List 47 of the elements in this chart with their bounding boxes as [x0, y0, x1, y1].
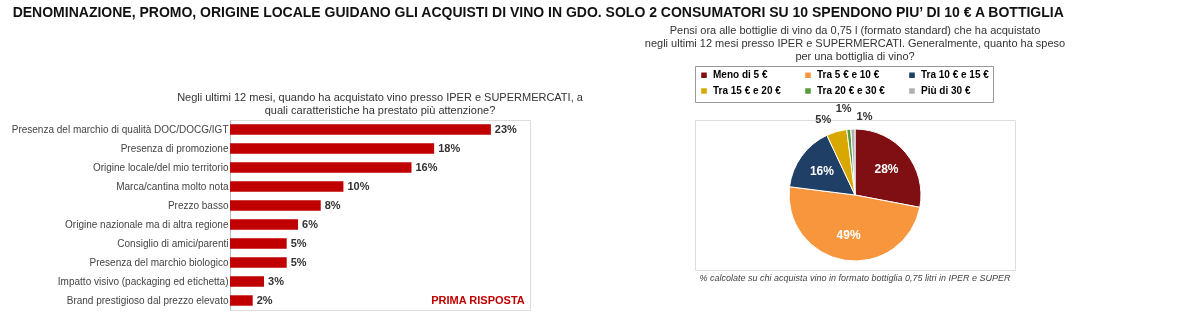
legend-label: Meno di 5 €	[713, 69, 768, 81]
legend-label: Più di 30 €	[921, 85, 971, 96]
legend-label: Tra 10 € e 15 €	[921, 69, 990, 81]
legend-label: Tra 5 € e 10 €	[817, 69, 880, 81]
y-tick-label: Origine nazionale ma di altra regione	[65, 218, 229, 230]
text: DENOMINAZIONE, PROMO, ORIGINE LOCALE GUIDANO GLI ACQUISTI DI VINO IN GDO. SOLO 2 CONSUMATORI SU 10 SPENDONO PIU’ DI 10 € A BOTTIGLIA	[12, 4, 1064, 20]
bar	[230, 200, 321, 211]
data-label: 23%	[494, 122, 518, 135]
data-label: 49%	[836, 228, 861, 243]
y-tick-label: Consiglio di amici/parenti	[117, 237, 229, 249]
chart-subtitle: Negli ultimi 12 mesi, quando ha acquistato vino presso IPER e SUPERMERCATI, a quali caratteristiche ha prestato più attenzione?	[177, 91, 584, 116]
y-tick-label: Prezzo basso	[167, 199, 229, 211]
bar	[230, 238, 287, 249]
data-label: 16%	[415, 160, 438, 173]
bar	[230, 257, 287, 268]
data-label: 1%	[835, 102, 852, 115]
chart-subtitle: Pensi ora alle bottiglie di vino da 0,75 l (formato standard) che ha acquistato negli ultimi 12 mesi presso IPER e SUPERMERCATI. Generalmente, quanto ha speso per una bottiglia di vino?	[644, 23, 1066, 62]
bar	[230, 162, 412, 173]
data-label: 10%	[347, 179, 370, 192]
y-tick-label: Marca/cantina molto nota	[116, 180, 229, 192]
data-label: 5%	[815, 113, 832, 126]
bar	[230, 124, 491, 135]
data-label: 5%	[290, 236, 307, 249]
y-tick-label: Presenza di promozione	[120, 142, 229, 154]
data-label: 1%	[856, 110, 873, 123]
bar	[230, 219, 299, 230]
legend-label: Tra 20 € e 30 €	[817, 85, 886, 96]
data-label: 6%	[302, 217, 319, 230]
legend-label: Tra 15 € e 20 €	[713, 85, 782, 96]
y-tick-label: Origine locale/del mio territorio	[92, 161, 229, 173]
data-label: 2%	[256, 293, 273, 306]
text: % calcolate su chi acquista vino in formato bottiglia 0,75 litri in IPER e SUPER	[699, 273, 1012, 283]
y-tick-label: Presenza del marchio biologico	[89, 256, 229, 268]
bar	[230, 181, 344, 192]
data-label: 18%	[438, 141, 461, 154]
bar	[230, 143, 435, 154]
data-label: 8%	[324, 198, 341, 211]
bar	[230, 295, 253, 306]
data-label: 3%	[268, 274, 285, 287]
data-label: 28%	[874, 161, 899, 176]
bar	[230, 276, 265, 287]
y-tick-label: Presenza del marchio di qualità DOC/DOCG/IGT	[11, 123, 229, 135]
data-label: 16%	[809, 163, 835, 178]
annotation: PRIMA RISPOSTA	[431, 294, 525, 306]
data-label: 5%	[290, 255, 307, 268]
y-tick-label: Brand prestigioso dal prezzo elevato	[66, 294, 229, 306]
y-tick-label: Impatto visivo (packaging ed etichetta)	[57, 275, 229, 287]
